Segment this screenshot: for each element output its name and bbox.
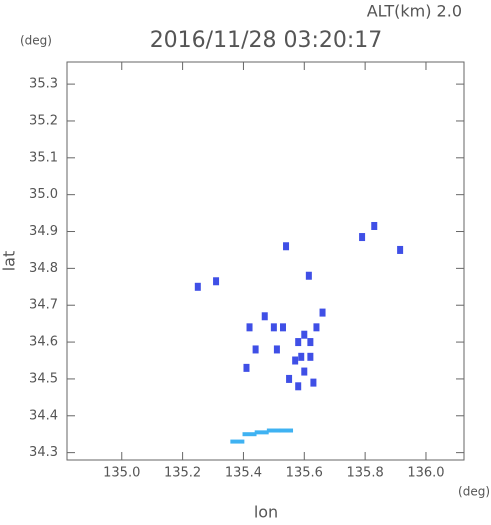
y-tick-label: 35.1	[29, 150, 58, 165]
echo	[270, 323, 277, 332]
y-tick-label: 34.5	[29, 371, 58, 386]
echo	[305, 271, 312, 280]
echo	[243, 363, 250, 372]
echo	[230, 439, 245, 444]
echo	[397, 245, 404, 254]
echo	[301, 367, 308, 376]
y-tick-label: 34.6	[29, 335, 58, 350]
echo	[252, 345, 259, 354]
echo	[295, 382, 302, 391]
chart-title: 2016/11/28 03:20:17	[150, 28, 383, 53]
echo	[213, 277, 220, 286]
echo	[298, 352, 305, 361]
echo	[292, 356, 299, 365]
y-tick-label: 34.8	[29, 261, 58, 276]
echo	[279, 428, 294, 433]
echo	[371, 221, 378, 230]
x-tick-label: 135.2	[164, 466, 201, 481]
y-tick-label: 34.3	[29, 445, 58, 460]
echo	[310, 378, 317, 387]
echo	[246, 323, 253, 332]
x-tick-label: 135.6	[286, 466, 323, 481]
y-tick-label: 34.9	[29, 224, 58, 239]
x-unit: (deg)	[458, 485, 490, 499]
x-tick-label: 135.0	[103, 466, 140, 481]
echo	[266, 428, 281, 433]
y-tick-label: 34.7	[29, 298, 58, 313]
y-tick-label: 34.4	[29, 408, 58, 423]
altitude-label: ALT(km) 2.0	[367, 2, 462, 21]
echo	[273, 345, 280, 354]
echo	[295, 338, 302, 347]
y-axis-label: lat	[0, 251, 19, 272]
echo	[254, 430, 269, 435]
y-unit: (deg)	[20, 34, 52, 48]
echo	[283, 242, 290, 251]
y-tick-label: 35.3	[29, 77, 58, 92]
echo	[242, 432, 257, 437]
plot-frame	[66, 61, 465, 461]
echo	[359, 233, 366, 242]
x-tick-label: 135.4	[225, 466, 262, 481]
echo	[319, 308, 326, 317]
echo	[307, 338, 314, 347]
echo	[313, 323, 320, 332]
x-tick-label: 136.0	[407, 466, 444, 481]
echo	[301, 330, 308, 339]
echo	[286, 374, 293, 383]
x-axis-label: lon	[254, 503, 278, 522]
echo	[194, 282, 201, 291]
echo	[307, 352, 314, 361]
echo	[279, 323, 286, 332]
y-tick-label: 35.0	[29, 187, 58, 202]
echo	[261, 312, 268, 321]
y-tick-label: 35.2	[29, 113, 58, 128]
x-tick-label: 135.8	[347, 466, 384, 481]
